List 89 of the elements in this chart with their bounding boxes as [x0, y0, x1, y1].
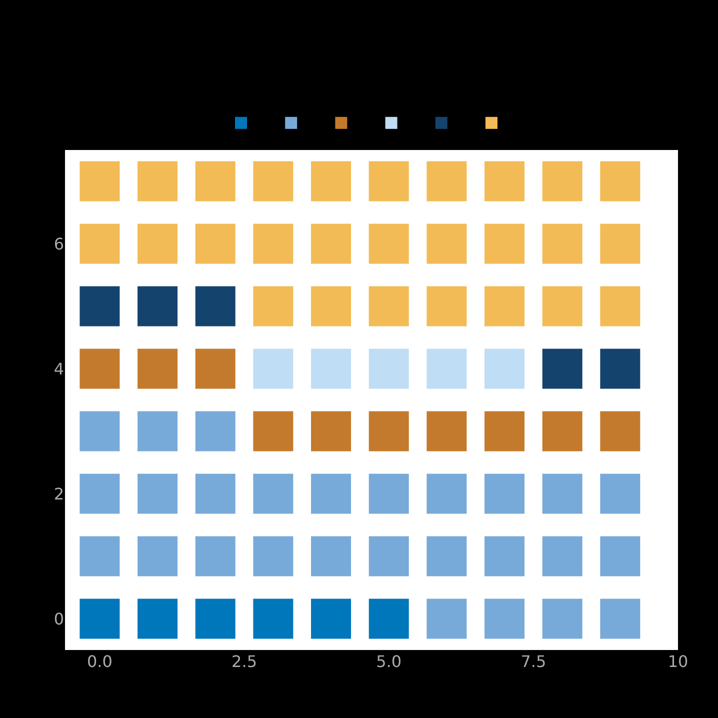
point	[138, 286, 178, 326]
x-tick-label: 7.5	[520, 652, 546, 671]
point	[138, 411, 178, 452]
point	[484, 598, 525, 639]
x-tick-label: 2.5	[232, 652, 257, 671]
x-tick-label: 5.0	[376, 652, 402, 671]
point	[368, 474, 409, 514]
point	[542, 411, 582, 452]
point	[253, 161, 294, 202]
point	[138, 348, 178, 389]
y-tick-label: 2	[54, 484, 64, 504]
point	[484, 474, 525, 514]
point	[311, 224, 352, 264]
point	[484, 286, 525, 326]
point	[80, 474, 120, 514]
point	[80, 224, 120, 264]
point	[426, 161, 467, 202]
point	[484, 224, 525, 264]
point	[195, 598, 236, 639]
point	[368, 224, 409, 264]
point	[368, 161, 409, 202]
point	[253, 224, 294, 264]
point	[542, 161, 582, 202]
point	[195, 411, 236, 452]
point	[542, 598, 582, 639]
point	[195, 224, 236, 264]
point	[195, 286, 236, 326]
point	[600, 411, 640, 452]
point	[195, 161, 236, 202]
point	[138, 598, 178, 639]
point	[80, 598, 120, 639]
point	[484, 348, 525, 389]
point	[368, 411, 409, 452]
point	[484, 411, 525, 452]
point	[311, 286, 352, 326]
point	[80, 536, 120, 576]
point	[311, 411, 352, 452]
point	[80, 286, 120, 326]
point	[253, 286, 294, 326]
y-tick-label: 6	[54, 234, 64, 254]
point	[253, 411, 294, 452]
point	[253, 598, 294, 639]
point	[426, 598, 467, 639]
point	[368, 598, 409, 639]
point	[542, 474, 582, 514]
point	[311, 348, 352, 389]
point	[484, 161, 525, 202]
point	[426, 348, 467, 389]
point	[138, 536, 178, 576]
point	[311, 474, 352, 514]
point	[426, 286, 467, 326]
point	[138, 224, 178, 264]
point	[80, 348, 120, 389]
point	[253, 348, 294, 389]
point	[426, 536, 467, 576]
point	[80, 161, 120, 202]
y-tick-label: 4	[54, 359, 64, 378]
point	[600, 348, 640, 389]
point	[253, 474, 294, 514]
point	[542, 348, 582, 389]
point	[542, 286, 582, 326]
point	[195, 536, 236, 576]
point	[311, 161, 352, 202]
point	[138, 161, 178, 202]
point	[253, 536, 294, 576]
point	[600, 161, 640, 202]
point	[542, 536, 582, 576]
point	[600, 536, 640, 576]
point	[426, 474, 467, 514]
point	[311, 598, 352, 639]
point	[195, 348, 236, 389]
point	[600, 224, 640, 264]
point	[484, 536, 525, 576]
point	[195, 474, 236, 514]
point	[368, 536, 409, 576]
point	[600, 286, 640, 326]
point	[600, 474, 640, 514]
x-tick-label: 10	[668, 652, 688, 671]
point	[80, 411, 120, 452]
point	[600, 598, 640, 639]
point	[138, 474, 178, 514]
point	[426, 411, 467, 452]
x-tick-label: 0.0	[86, 652, 112, 671]
point	[426, 224, 467, 264]
y-tick-label: 0	[54, 609, 64, 628]
point	[368, 348, 409, 389]
point	[311, 536, 352, 576]
point	[542, 224, 582, 264]
point	[368, 286, 409, 326]
